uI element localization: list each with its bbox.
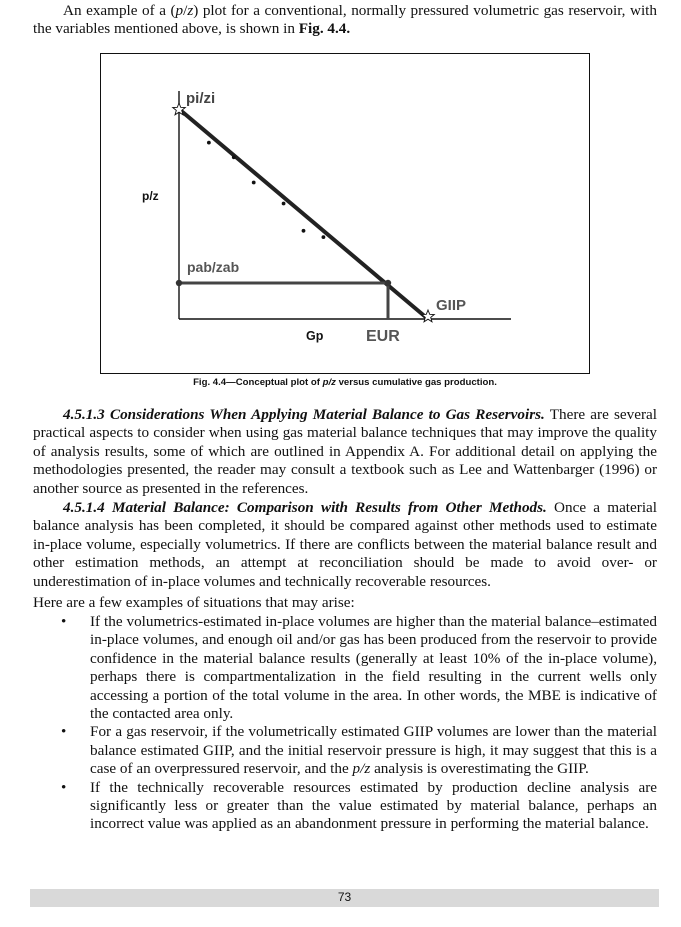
- data-point: [251, 180, 256, 185]
- figure-caption: Fig. 4.4—Conceptual plot of p/z versus c…: [100, 377, 590, 388]
- footer-bar: 73: [30, 889, 659, 907]
- section-4-5-1-3: 4.5.1.3 Considerations When Applying Mat…: [33, 406, 657, 498]
- intro-paragraph: An example of a (p/z) plot for a convent…: [33, 2, 657, 39]
- label-eur: EUR: [366, 328, 400, 345]
- caption-suffix: versus cumulative gas production.: [335, 377, 497, 388]
- section-4-5-1-4-number: 4.5.1.4: [63, 499, 105, 516]
- page-number: 73: [337, 890, 352, 904]
- star-initial-icon: [171, 101, 187, 116]
- list-item-text: For a gas reservoir, if the volumetrical…: [90, 723, 657, 778]
- section-4-5-1-3-number: 4.5.1.3: [63, 406, 105, 423]
- bullet-icon: •: [61, 778, 67, 796]
- section-4-5-1-3-title: Considerations When Applying Material Ba…: [109, 406, 545, 423]
- examples-list: • If the volumetrics-estimated in-place v…: [33, 613, 657, 834]
- section-4-5-1-3-body: There are several practical aspects to c…: [33, 406, 658, 497]
- bullet-icon: •: [61, 723, 67, 741]
- intro-p-italic: p: [175, 2, 184, 19]
- intro-text-2: ) plot for a conventional, normally pres…: [33, 2, 657, 38]
- list-item: • If the technically recoverable resource…: [33, 779, 657, 834]
- figure-frame: [100, 53, 590, 374]
- data-point: [321, 235, 326, 240]
- label-pab-zab: pab/zab: [187, 259, 239, 275]
- figure-reference: Fig. 4.4.: [298, 20, 351, 38]
- data-point: [301, 228, 306, 233]
- intro-slash: /: [183, 2, 188, 19]
- data-point: [206, 140, 211, 145]
- data-points: [206, 140, 326, 240]
- caption-italic: p/z: [322, 377, 336, 388]
- list-item: • For a gas reservoir, if the volumetrica…: [33, 723, 657, 778]
- list-item-italic: p/z: [352, 760, 371, 778]
- label-giip: GIIP: [436, 297, 466, 314]
- intro-text-1: An example of a (: [63, 2, 176, 19]
- section-4-5-1-4-heading-space: [105, 499, 112, 516]
- caption-prefix: Fig. 4.4—Conceptual plot of: [193, 377, 323, 388]
- intro-z-italic: z: [187, 2, 194, 19]
- list-item-text: If the technically recoverable resources…: [90, 778, 657, 833]
- list-item-text: If the volumetrics-estimated in-place vo…: [90, 613, 657, 723]
- data-point: [231, 155, 236, 160]
- star-giip-icon: [420, 308, 436, 323]
- pz-plot: pi/zi p/z pab/zab GIIP Gp EUR: [142, 90, 511, 345]
- label-pi-zi: pi/zi: [186, 90, 215, 107]
- examples-intro: Here are a few examples of situations th…: [33, 594, 355, 611]
- label-y-axis: p/z: [142, 189, 159, 203]
- section-4-5-1-4-body: Once a material balance analysis has bee…: [33, 499, 658, 590]
- bullet-icon: •: [61, 613, 67, 630]
- section-4-5-1-4-title: Material Balance: Comparison with Result…: [111, 499, 547, 516]
- abandonment-point-start: [175, 279, 183, 287]
- label-x-axis: Gp: [306, 329, 324, 343]
- data-point: [281, 201, 286, 206]
- section-4-5-1-4: 4.5.1.4 Material Balance: Comparison wit…: [33, 499, 657, 591]
- trend-line: [177, 107, 430, 321]
- list-item: • If the volumetrics-estimated in-place v…: [33, 613, 657, 723]
- abandonment-point-end: [384, 279, 392, 287]
- list-item-text-end: analysis is overestimating the GIIP.: [370, 760, 589, 778]
